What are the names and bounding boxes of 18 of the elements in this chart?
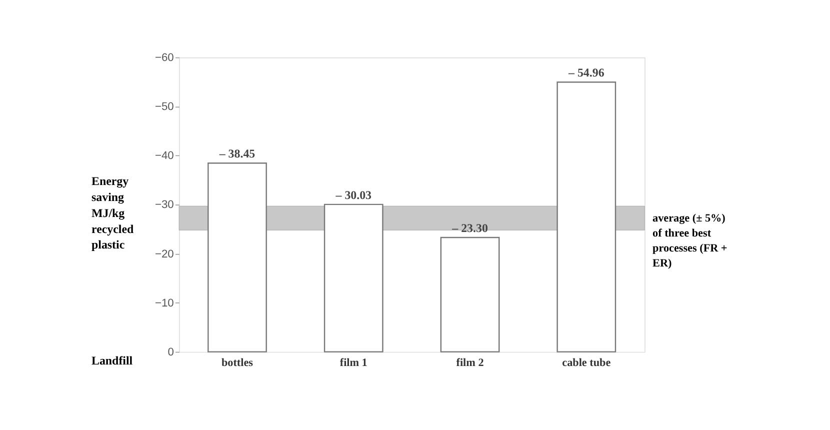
data-label: – 30.03 — [334, 188, 372, 202]
y-tick-label: −30 — [155, 199, 174, 212]
y-tick-label: 0 — [168, 346, 174, 358]
y-tick-label: −60 — [155, 52, 174, 64]
x-tick-label: cable tube — [562, 356, 611, 369]
y-axis-title: Energy saving MJ/kg recycled plastic — [92, 174, 134, 252]
text: Landfill — [92, 354, 134, 368]
x-tick-label: bottles — [221, 356, 254, 369]
data-label: – 38.45 — [218, 146, 256, 161]
y-tick-label: −20 — [155, 248, 174, 260]
data-label: – 54.96 — [568, 66, 604, 80]
data-label: – 23.30 — [451, 220, 488, 235]
band-label: average (± 5%) of three best processes (FR + ER) — [652, 212, 728, 270]
x-tick-label: film 1 — [340, 356, 368, 369]
y-tick-label: −40 — [155, 150, 174, 162]
x-tick-label: film 2 — [456, 356, 484, 369]
y-tick-label: −50 — [155, 101, 174, 114]
y-tick-label: −10 — [155, 297, 174, 310]
